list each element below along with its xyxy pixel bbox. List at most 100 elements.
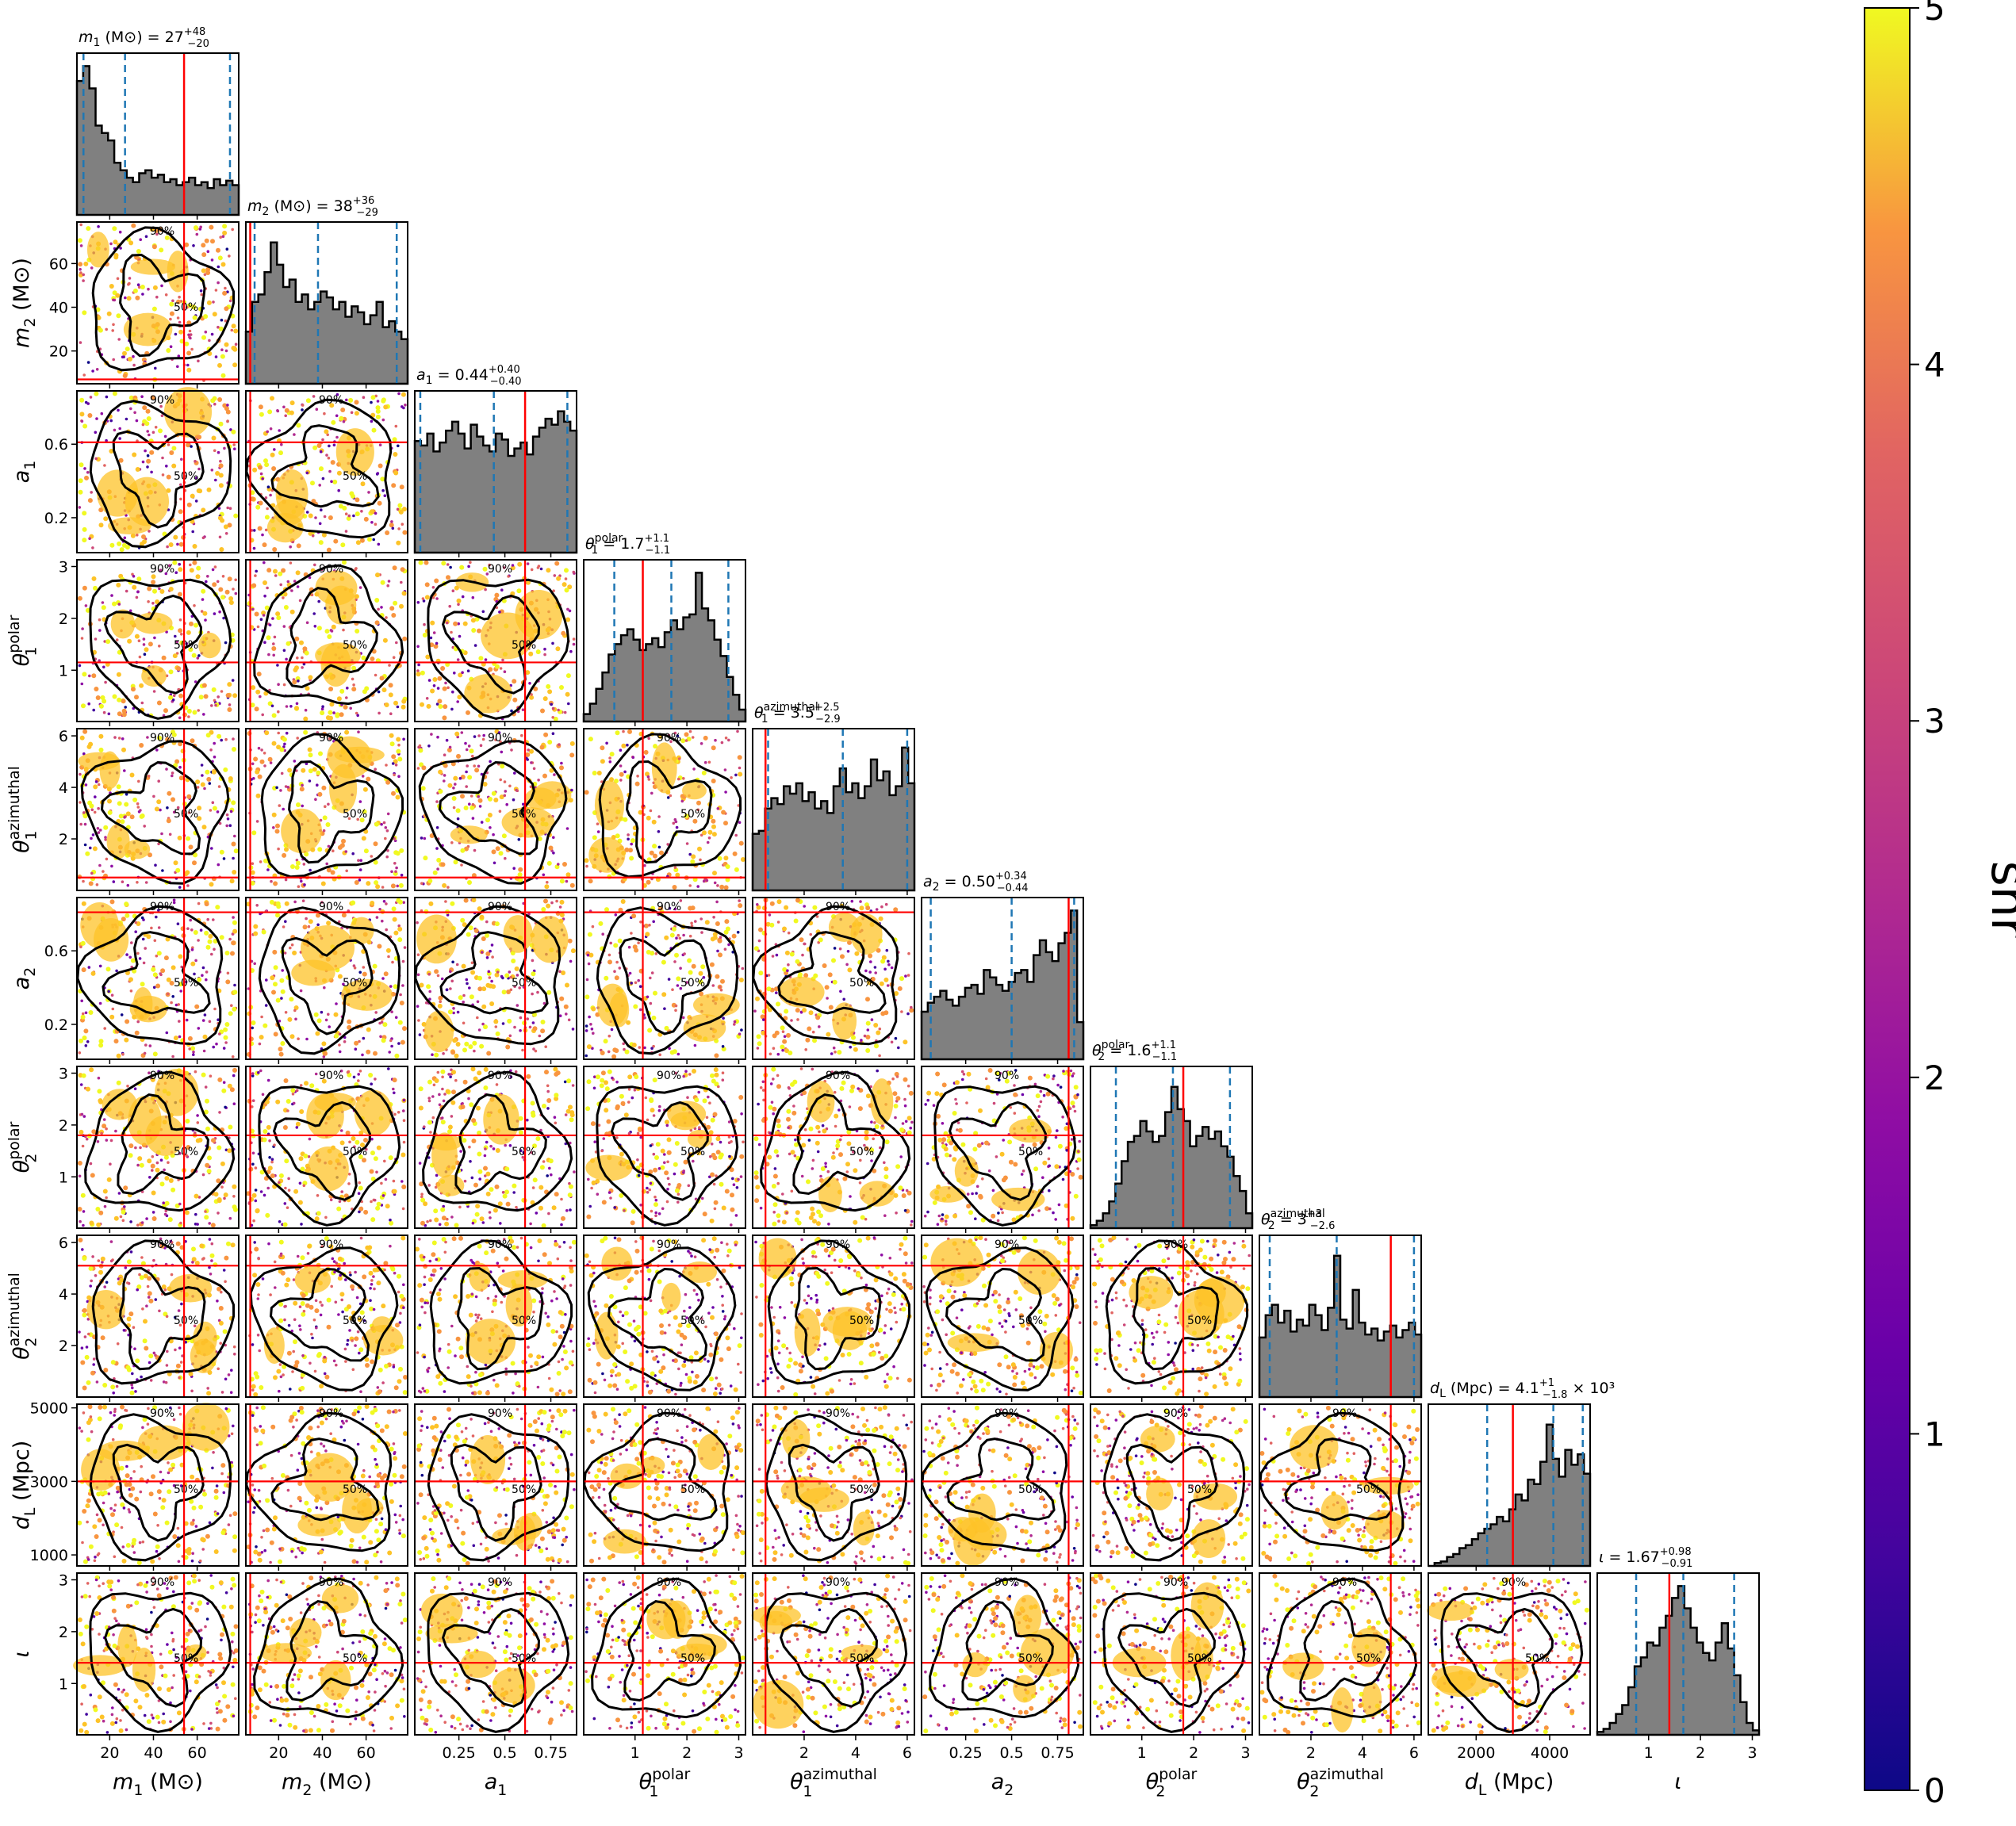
sample-point	[275, 823, 280, 829]
sample-point	[562, 862, 567, 867]
sample-point	[438, 789, 443, 794]
sample-point	[308, 576, 312, 580]
sample-point	[416, 921, 419, 924]
sample-point	[362, 971, 367, 977]
sample-point	[351, 687, 357, 692]
sample-point	[125, 1019, 130, 1024]
sample-point	[146, 454, 150, 457]
sample-point	[251, 1026, 255, 1030]
sample-point	[723, 856, 729, 861]
sample-point	[197, 939, 200, 942]
sample-point	[402, 636, 408, 641]
sample-point	[397, 1111, 401, 1114]
sample-point	[169, 450, 174, 455]
sample-point	[608, 756, 611, 760]
sample-point	[392, 1087, 395, 1091]
sample-point	[79, 223, 82, 227]
sample-point	[859, 900, 862, 903]
sample-point	[607, 1050, 611, 1054]
sample-point	[80, 1014, 86, 1020]
sample-point	[225, 813, 229, 817]
sample-point	[570, 948, 576, 954]
sample-point	[299, 989, 303, 993]
sample-point	[484, 658, 488, 661]
sample-point	[164, 1200, 170, 1206]
sample-point	[588, 737, 593, 742]
sample-point	[903, 1039, 908, 1045]
sample-point	[511, 959, 516, 963]
sample-point	[489, 1001, 495, 1006]
sample-point	[600, 1051, 605, 1055]
sample-point	[217, 325, 220, 329]
sample-point	[313, 1012, 319, 1017]
sample-point	[266, 586, 269, 590]
sample-point	[135, 419, 139, 423]
sample-point	[339, 1129, 343, 1132]
sample-point	[649, 809, 653, 813]
sample-point	[391, 906, 397, 912]
sample-point	[661, 959, 666, 965]
sample-point	[217, 515, 223, 521]
sample-point	[624, 1049, 630, 1055]
sample-point	[467, 565, 470, 568]
sample-point	[161, 869, 164, 872]
sample-point	[129, 772, 135, 778]
sample-point	[295, 570, 301, 576]
sample-point	[363, 848, 369, 854]
sample-point	[178, 628, 183, 634]
sample-point	[347, 514, 351, 518]
sample-point	[79, 1219, 82, 1223]
contour-label-50: 50%	[512, 808, 536, 821]
sample-point	[282, 1222, 288, 1227]
sample-point	[436, 867, 439, 871]
sample-point	[210, 847, 213, 850]
panel-theta2_polar-vs-a1: 90%50%	[414, 1066, 577, 1233]
sample-point	[604, 975, 609, 981]
sample-point	[80, 682, 84, 686]
sample-point	[357, 730, 360, 733]
sample-point	[690, 921, 693, 925]
density-blob	[163, 387, 213, 438]
sample-point	[77, 1161, 82, 1166]
sample-point	[517, 872, 523, 878]
sample-point	[300, 1223, 303, 1226]
sample-point	[190, 493, 195, 499]
sample-point	[514, 966, 519, 971]
sample-point	[355, 629, 360, 634]
sample-point	[358, 1181, 362, 1185]
sample-point	[194, 1193, 199, 1199]
y-axis-label-theta1_azimuthal: θazimuthal1	[6, 766, 40, 853]
sample-point	[228, 1124, 233, 1130]
y-tick-label-theta2_polar: 2	[59, 1117, 68, 1135]
sample-point	[587, 962, 591, 966]
sample-point	[370, 901, 375, 905]
sample-point	[453, 621, 458, 626]
sample-point	[460, 848, 466, 853]
sample-point	[677, 757, 681, 760]
sample-point	[400, 873, 404, 877]
sample-point	[619, 771, 624, 777]
sample-point	[211, 435, 217, 441]
sample-point	[738, 840, 744, 846]
sample-point	[416, 601, 420, 604]
sample-point	[605, 741, 608, 745]
sample-point	[457, 603, 460, 607]
sample-point	[601, 932, 604, 936]
sample-point	[569, 649, 573, 653]
sample-point	[811, 1030, 815, 1034]
sample-point	[280, 771, 284, 775]
sample-point	[114, 1129, 117, 1133]
sample-point	[394, 1053, 400, 1058]
sample-point	[201, 1072, 206, 1078]
panel-theta1_azimuthal-vs-m2: 90%50%	[245, 728, 408, 895]
sample-point	[479, 744, 483, 747]
sample-point	[125, 589, 128, 593]
sample-point	[458, 776, 462, 780]
sample-point	[278, 1173, 284, 1178]
sample-point	[349, 706, 353, 710]
sample-point	[95, 417, 98, 420]
sample-point	[89, 1067, 94, 1073]
sample-point	[316, 770, 321, 775]
sample-point	[489, 826, 492, 829]
sample-point	[352, 683, 355, 687]
